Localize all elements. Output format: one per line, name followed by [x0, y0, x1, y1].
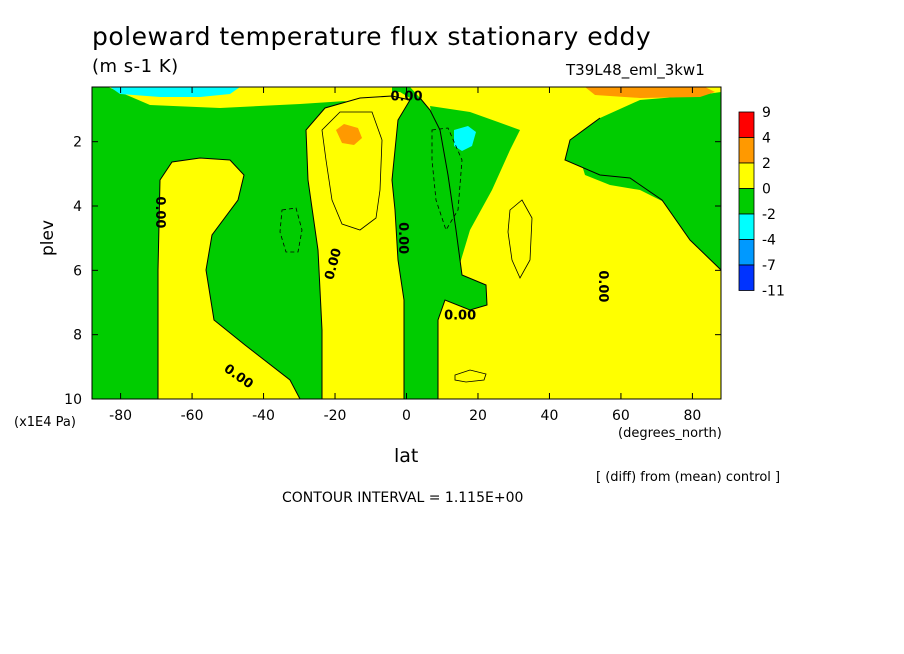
colorbar-swatch — [738, 264, 755, 291]
x-tick-label: 80 — [683, 408, 701, 424]
field-negative-region-a — [430, 106, 520, 270]
contour-interval: CONTOUR INTERVAL = 1.115E+00 — [282, 490, 524, 506]
y-tick-label: 6 — [73, 263, 82, 279]
field-positive-region-b — [158, 158, 300, 399]
y-axis-ticks: 2 4 6 8 10 — [64, 135, 721, 408]
contour-line-solid-c — [507, 199, 533, 279]
run-label: T39L48_eml_3kw1 — [566, 61, 705, 79]
x-axis-units: (degrees_north) — [618, 426, 722, 441]
contour-field — [92, 87, 721, 399]
chart-units: (m s-1 K) — [92, 56, 179, 77]
contour-zero-label: 0.00 — [444, 308, 476, 323]
x-axis-label: lat — [394, 445, 419, 467]
colorbar-swatch — [738, 162, 755, 189]
diff-note: [ (diff) from (mean) control ] — [596, 470, 781, 485]
x-tick-label: -20 — [324, 408, 347, 424]
x-tick-label: -80 — [109, 408, 132, 424]
colorbar-level-label: 0 — [762, 182, 771, 198]
colorbar-level-label: -7 — [762, 258, 776, 274]
x-tick-label: 40 — [541, 408, 559, 424]
contour-line-zero-c — [419, 97, 488, 399]
colorbar-swatch — [738, 239, 755, 266]
chart-title: poleward temperature flux stationary edd… — [92, 22, 652, 51]
colorbar-swatch — [738, 137, 755, 164]
contour-line-zero-a — [157, 157, 301, 399]
contour-line-dashed-a — [279, 207, 303, 253]
colorbar-level-label: -4 — [762, 233, 776, 249]
field-orange-cell-midlat — [336, 124, 362, 145]
field-negative-region-b — [578, 138, 721, 240]
colorbar-level-label: -11 — [762, 284, 785, 300]
colorbar-level-label: 9 — [762, 105, 771, 121]
colorbar-swatch — [738, 213, 755, 240]
x-tick-label: -60 — [181, 408, 204, 424]
y-tick-label: 8 — [73, 328, 82, 344]
contour-line-solid-d — [321, 111, 383, 231]
field-negative-region-c — [404, 296, 438, 399]
colorbar-swatch — [738, 188, 755, 215]
contour-line-dashed-b — [431, 127, 463, 231]
colorbar-level-label: 2 — [762, 156, 771, 172]
x-tick-label: -40 — [252, 408, 275, 424]
colorbar-level-label: 4 — [762, 131, 771, 147]
contour-line-solid-e — [454, 369, 487, 383]
y-tick-label: 10 — [64, 392, 82, 408]
field-cyan-cell-midlat — [454, 126, 476, 151]
x-tick-label: 20 — [469, 408, 487, 424]
colorbar: 9 4 2 0 -2 -4 -7 -11 — [738, 105, 785, 300]
colorbar-swatch — [738, 111, 755, 138]
contour-zero-label: 0.00 — [152, 196, 167, 228]
contour-zero-label: 0.00 — [395, 222, 410, 254]
y-tick-label: 2 — [73, 135, 82, 151]
contour-zero-label: 0.00 — [390, 90, 422, 105]
x-tick-label: 60 — [612, 408, 630, 424]
y-axis-units: (x1E4 Pa) — [14, 415, 76, 430]
field-cyan-cell-south — [110, 87, 240, 97]
x-tick-label: 0 — [402, 408, 411, 424]
x-axis-ticks: -80 -60 -40 -20 0 20 40 60 80 — [109, 87, 701, 424]
field-positive-region-c — [306, 96, 410, 399]
field-orange-cell-north — [585, 87, 715, 98]
colorbar-level-label: -2 — [762, 207, 776, 223]
contour-line-zero-b — [305, 95, 411, 399]
contour-line-zero-d — [564, 117, 721, 271]
y-tick-label: 4 — [73, 199, 82, 215]
contour-zero-label: 0.00 — [595, 270, 610, 302]
